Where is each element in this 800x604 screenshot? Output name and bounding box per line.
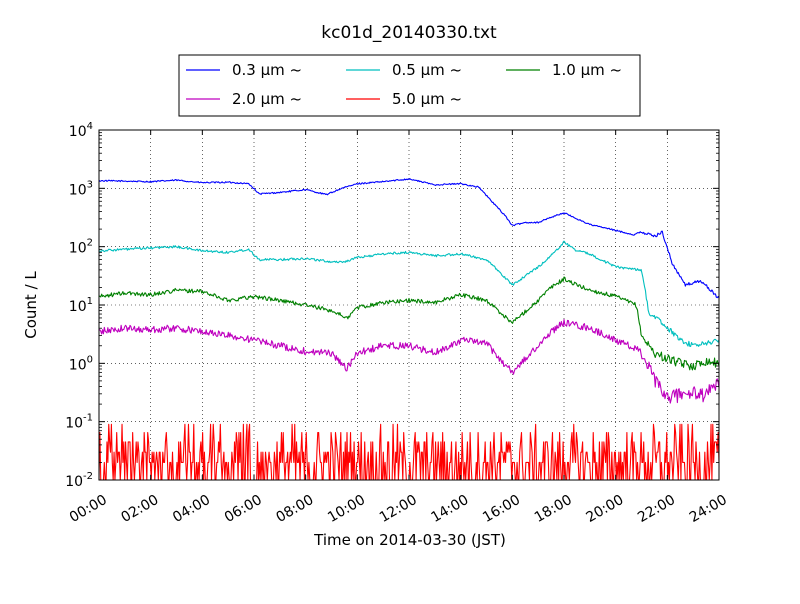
legend-label: 5.0 μm ~: [392, 90, 462, 108]
x-tick-label: 10:00: [325, 492, 368, 526]
x-tick-label: 20:00: [584, 492, 627, 526]
y-axis-label: Count / L: [22, 271, 40, 339]
legend: 0.3 μm ~ 0.5 μm ~ 1.0 μm ~ 2.0 μm ~ 5.0 μm ~: [178, 54, 641, 117]
series-line: [98, 276, 720, 371]
y-tick-label: 103: [69, 179, 93, 198]
x-tick-label: 14:00: [429, 492, 472, 526]
x-tick-label: 04:00: [170, 492, 213, 526]
legend-label: 0.5 μm ~: [392, 61, 462, 79]
y-tick-label: 101: [69, 296, 93, 315]
x-tick-label: 18:00: [532, 492, 575, 526]
x-tick-label: 24:00: [687, 492, 730, 526]
x-tick-label: 16:00: [480, 492, 523, 526]
x-tick-label: 08:00: [274, 492, 317, 526]
legend-box: [178, 54, 641, 117]
legend-label: 2.0 μm ~: [232, 90, 302, 108]
grid: [99, 130, 719, 480]
y-tick-label: 104: [69, 121, 93, 140]
x-tick-label: 02:00: [119, 492, 162, 526]
series-line: [98, 318, 720, 404]
x-tick-label: 12:00: [377, 492, 420, 526]
y-tick-label: 10-1: [65, 413, 93, 432]
y-tick-label: 100: [69, 354, 93, 373]
x-tick-label: 06:00: [222, 492, 265, 526]
x-axis-label: Time on 2014-03-30 (JST): [313, 531, 506, 549]
y-tick-label: 102: [69, 238, 93, 257]
series-line: [98, 423, 720, 481]
chart-title: kc01d_20140330.txt: [321, 23, 497, 43]
legend-label: 0.3 μm ~: [232, 61, 302, 79]
y-tick-label: 10-2: [65, 471, 93, 490]
x-tick-label: 22:00: [635, 492, 678, 526]
x-tick-label: 00:00: [67, 492, 110, 526]
series-line: [98, 178, 720, 299]
legend-label: 1.0 μm ~: [552, 61, 622, 79]
series-line: [98, 240, 720, 347]
